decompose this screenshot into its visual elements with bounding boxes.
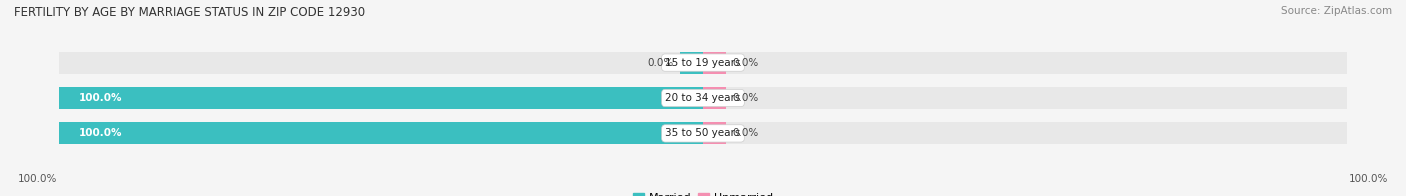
Text: 0.0%: 0.0% — [733, 128, 758, 138]
Text: 100.0%: 100.0% — [79, 93, 122, 103]
Bar — [59, 122, 703, 144]
Bar — [59, 122, 703, 144]
Bar — [59, 52, 703, 74]
Bar — [703, 52, 725, 74]
Bar — [681, 122, 703, 144]
Text: Source: ZipAtlas.com: Source: ZipAtlas.com — [1281, 6, 1392, 16]
Text: 35 to 50 years: 35 to 50 years — [665, 128, 741, 138]
Text: 0.0%: 0.0% — [733, 93, 758, 103]
Bar — [681, 87, 703, 109]
Text: 100.0%: 100.0% — [18, 174, 58, 184]
Bar — [681, 52, 703, 74]
Bar — [703, 122, 1347, 144]
Bar — [703, 52, 1347, 74]
Text: 20 to 34 years: 20 to 34 years — [665, 93, 741, 103]
Bar — [59, 87, 703, 109]
Text: FERTILITY BY AGE BY MARRIAGE STATUS IN ZIP CODE 12930: FERTILITY BY AGE BY MARRIAGE STATUS IN Z… — [14, 6, 366, 19]
Text: 100.0%: 100.0% — [79, 128, 122, 138]
Bar — [703, 122, 725, 144]
Text: 0.0%: 0.0% — [648, 58, 673, 68]
Text: 100.0%: 100.0% — [1348, 174, 1388, 184]
Legend: Married, Unmarried: Married, Unmarried — [628, 189, 778, 196]
Bar — [703, 87, 1347, 109]
Text: 0.0%: 0.0% — [733, 58, 758, 68]
Bar — [59, 87, 703, 109]
Bar — [703, 87, 725, 109]
Text: 15 to 19 years: 15 to 19 years — [665, 58, 741, 68]
